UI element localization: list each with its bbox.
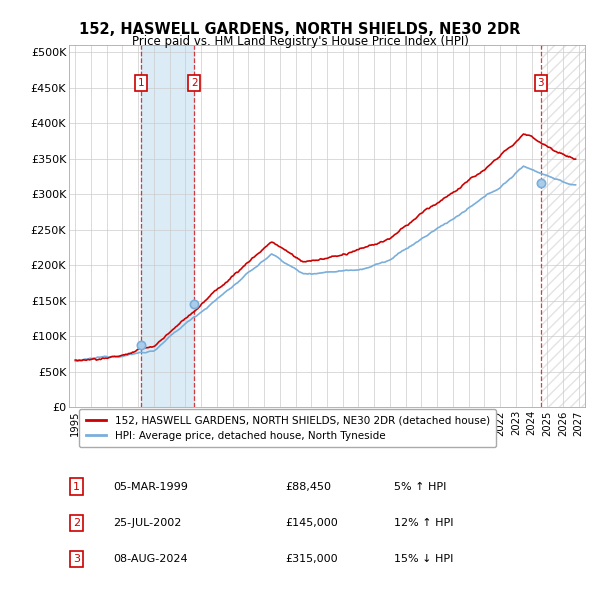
Text: 2: 2	[73, 518, 80, 528]
Text: 25-JUL-2002: 25-JUL-2002	[113, 518, 181, 528]
Text: Price paid vs. HM Land Registry's House Price Index (HPI): Price paid vs. HM Land Registry's House …	[131, 35, 469, 48]
Text: 05-MAR-1999: 05-MAR-1999	[113, 481, 188, 491]
Text: 08-AUG-2024: 08-AUG-2024	[113, 554, 187, 564]
Bar	[541, 45, 585, 408]
Bar	[141, 45, 194, 408]
Text: 1: 1	[73, 481, 80, 491]
Text: 5% ↑ HPI: 5% ↑ HPI	[394, 481, 446, 491]
Bar	[541, 45, 585, 408]
Text: £145,000: £145,000	[286, 518, 338, 528]
Text: 2: 2	[191, 78, 197, 88]
Text: £315,000: £315,000	[286, 554, 338, 564]
Text: 152, HASWELL GARDENS, NORTH SHIELDS, NE30 2DR: 152, HASWELL GARDENS, NORTH SHIELDS, NE3…	[79, 22, 521, 37]
Text: 3: 3	[538, 78, 544, 88]
Text: 12% ↑ HPI: 12% ↑ HPI	[394, 518, 454, 528]
Legend: 152, HASWELL GARDENS, NORTH SHIELDS, NE30 2DR (detached house), HPI: Average pri: 152, HASWELL GARDENS, NORTH SHIELDS, NE3…	[79, 409, 496, 447]
Text: 15% ↓ HPI: 15% ↓ HPI	[394, 554, 454, 564]
Text: £88,450: £88,450	[286, 481, 332, 491]
Text: 1: 1	[138, 78, 145, 88]
Text: 3: 3	[73, 554, 80, 564]
